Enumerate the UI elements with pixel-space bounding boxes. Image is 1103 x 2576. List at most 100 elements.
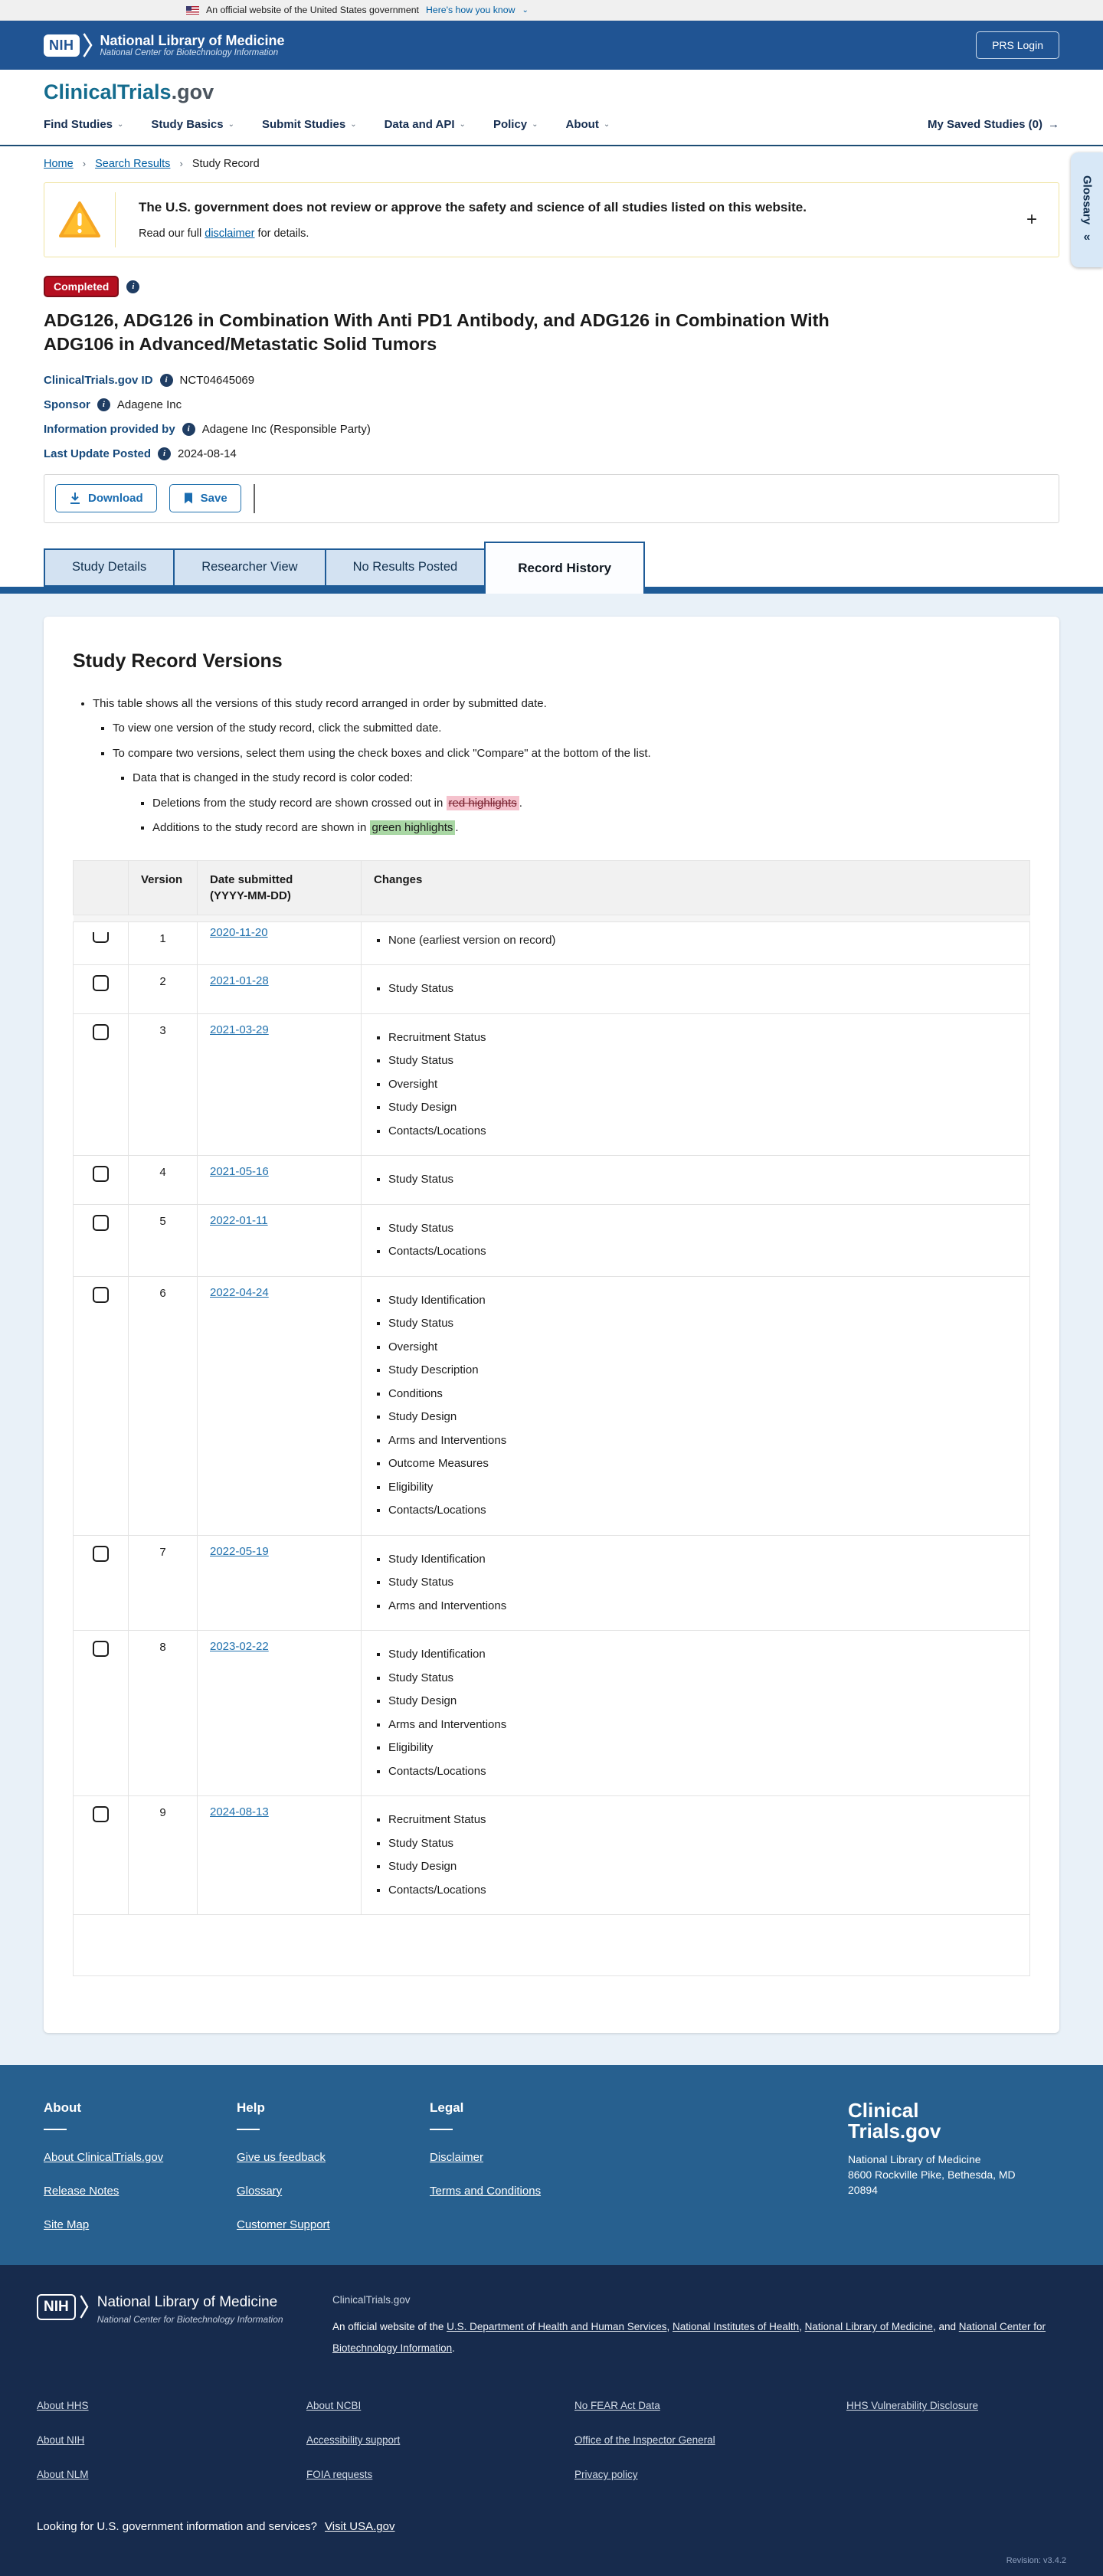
save-button[interactable]: Save bbox=[169, 484, 241, 512]
breadcrumb-link[interactable]: Home bbox=[44, 158, 74, 170]
info-icon[interactable]: i bbox=[182, 422, 195, 436]
changes-list: Study Identification Study Status Oversigh… bbox=[374, 1292, 1017, 1520]
change-item: Study Status bbox=[388, 1574, 1017, 1592]
footer-dark-link[interactable]: HHS Vulnerability Disclosure bbox=[846, 2400, 979, 2412]
footer-official-link[interactable]: National Institutes of Health bbox=[673, 2321, 800, 2332]
version-date-link[interactable]: 2024-08-13 bbox=[210, 1805, 269, 1818]
nih-logo-outline[interactable]: NIH bbox=[37, 2294, 76, 2320]
footer-dark-link[interactable]: FOIA requests bbox=[306, 2469, 373, 2481]
change-item: Eligibility bbox=[388, 1740, 1017, 1757]
footer-official-link[interactable]: National Library of Medicine bbox=[804, 2321, 933, 2332]
divider bbox=[430, 2129, 453, 2130]
change-item: Contacts/Locations bbox=[388, 1243, 1017, 1261]
tab-no-results-posted[interactable]: No Results Posted bbox=[324, 548, 485, 587]
brand-suffix: .gov bbox=[171, 80, 214, 103]
tab-researcher-view[interactable]: Researcher View bbox=[173, 548, 325, 587]
footer-official-link[interactable]: U.S. Department of Health and Human Serv… bbox=[447, 2321, 667, 2332]
version-table-row: 1 2020-11-20 None (earliest version on r… bbox=[73, 921, 1030, 965]
tab-study-details[interactable]: Study Details bbox=[44, 548, 174, 587]
tab-record-history[interactable]: Record History bbox=[484, 541, 646, 594]
footer-dark-link[interactable]: Accessibility support bbox=[306, 2434, 401, 2447]
info-icon[interactable]: i bbox=[159, 373, 173, 387]
nav-item-data-and-api[interactable]: Data and API ⌄ bbox=[385, 118, 466, 131]
glossary-side-tab[interactable]: Glossary « bbox=[1071, 152, 1103, 267]
footer-link[interactable]: Disclaimer bbox=[430, 2151, 484, 2164]
version-date-link[interactable]: 2021-03-29 bbox=[210, 1023, 269, 1036]
visit-usa-gov-link[interactable]: Visit USA.gov bbox=[325, 2520, 395, 2534]
footer-link[interactable]: Terms and Conditions bbox=[430, 2185, 542, 2198]
change-item: Recruitment Status bbox=[388, 1029, 1017, 1047]
record-history-section: Study Record Versions This table shows a… bbox=[0, 593, 1103, 2065]
change-item: Recruitment Status bbox=[388, 1812, 1017, 1829]
version-number: 2 bbox=[128, 964, 198, 1014]
study-meta-row: ClinicalTrials.gov ID i NCT04645069 bbox=[44, 373, 1059, 387]
version-date-link[interactable]: 2022-01-11 bbox=[210, 1213, 268, 1227]
change-item: Arms and Interventions bbox=[388, 1598, 1017, 1615]
breadcrumb-link[interactable]: Search Results bbox=[95, 158, 171, 170]
nav-item-policy[interactable]: Policy ⌄ bbox=[493, 118, 538, 131]
change-item: Study Design bbox=[388, 1693, 1017, 1710]
prs-login-button[interactable]: PRS Login bbox=[976, 31, 1059, 59]
version-checkbox[interactable] bbox=[93, 975, 109, 991]
expand-banner-button[interactable]: + bbox=[1026, 209, 1037, 230]
note-del-suffix: . bbox=[519, 796, 522, 810]
version-checkbox[interactable] bbox=[93, 1166, 109, 1182]
version-date-link[interactable]: 2022-05-19 bbox=[210, 1544, 269, 1558]
version-date-link[interactable]: 2023-02-22 bbox=[210, 1640, 269, 1653]
footer-dark-column: About NCBI Accessibility support FOIA requ… bbox=[306, 2400, 574, 2503]
chevron-down-icon: ⌄ bbox=[532, 120, 538, 129]
footer-link[interactable]: Glossary bbox=[237, 2185, 283, 2198]
nav-item-study-basics[interactable]: Study Basics ⌄ bbox=[151, 118, 234, 131]
info-icon[interactable]: i bbox=[158, 447, 172, 460]
footer-dark-link[interactable]: Office of the Inspector General bbox=[574, 2434, 715, 2447]
version-checkbox[interactable] bbox=[93, 1286, 109, 1303]
footer-nlm-subtitle: National Center for Biotechnology Inform… bbox=[97, 2313, 283, 2325]
version-checkbox[interactable] bbox=[93, 1214, 109, 1231]
footer-dark-column: No FEAR Act Data Office of the Inspector … bbox=[574, 2400, 846, 2503]
chevron-down-icon: ⌄ bbox=[117, 120, 124, 129]
footer-link[interactable]: Release Notes bbox=[44, 2185, 119, 2198]
my-saved-studies-link[interactable]: My Saved Studies (0) → bbox=[928, 118, 1059, 131]
info-icon[interactable]: i bbox=[97, 398, 110, 411]
nav-item-find-studies[interactable]: Find Studies ⌄ bbox=[44, 118, 123, 131]
study-meta-row: Information provided by i Adagene Inc (R… bbox=[44, 422, 1059, 436]
version-checkbox[interactable] bbox=[93, 931, 109, 943]
version-date-link[interactable]: 2020-11-20 bbox=[210, 925, 268, 939]
info-icon[interactable]: i bbox=[126, 280, 140, 293]
footer-column: About About ClinicalTrials.gov Release No… bbox=[44, 2100, 237, 2231]
footer-dark-link[interactable]: About HHS bbox=[37, 2400, 89, 2412]
footer-link[interactable]: Give us feedback bbox=[237, 2151, 326, 2164]
footer-dark-link[interactable]: Privacy policy bbox=[574, 2469, 638, 2481]
version-checkbox[interactable] bbox=[93, 1545, 109, 1562]
version-checkbox[interactable] bbox=[93, 1023, 109, 1040]
gov-banner-how-link[interactable]: Here's how you know bbox=[425, 5, 515, 15]
nih-logo[interactable]: NIH bbox=[44, 32, 93, 58]
footer-dark-link[interactable]: About NCBI bbox=[306, 2400, 362, 2412]
footer-column-heading: About bbox=[44, 2100, 82, 2115]
version-date-link[interactable]: 2021-01-28 bbox=[210, 974, 269, 987]
clinicaltrials-logo[interactable]: ClinicalTrials.gov bbox=[44, 80, 1059, 104]
chevron-down-icon: ⌄ bbox=[227, 120, 234, 129]
version-checkbox[interactable] bbox=[93, 1641, 109, 1657]
version-date-link[interactable]: 2022-04-24 bbox=[210, 1285, 269, 1299]
version-date-link[interactable]: 2021-05-16 bbox=[210, 1165, 269, 1178]
footer-column-heading: Legal bbox=[430, 2100, 464, 2115]
footer-dark-link[interactable]: About NLM bbox=[37, 2469, 89, 2481]
version-number: 6 bbox=[128, 1275, 198, 1536]
nlm-header: NIH National Library of Medicine Nationa… bbox=[0, 21, 1103, 70]
change-item: Contacts/Locations bbox=[388, 1502, 1017, 1520]
version-checkbox[interactable] bbox=[93, 1806, 109, 1822]
nav-item-label: About bbox=[565, 118, 599, 131]
download-button[interactable]: Download bbox=[55, 484, 157, 512]
version-table-row: 9 2024-08-13 Recruitment Status Study Sta… bbox=[73, 1795, 1030, 1915]
footer-link[interactable]: About ClinicalTrials.gov bbox=[44, 2151, 164, 2164]
footer-dark-link[interactable]: About NIH bbox=[37, 2434, 85, 2447]
download-icon bbox=[70, 493, 80, 504]
nav-item-submit-studies[interactable]: Submit Studies ⌄ bbox=[262, 118, 357, 131]
us-flag-icon bbox=[186, 5, 199, 15]
meta-label: Sponsor bbox=[44, 398, 90, 411]
footer-dark-link[interactable]: No FEAR Act Data bbox=[574, 2400, 660, 2412]
nav-item-about[interactable]: About ⌄ bbox=[566, 118, 610, 131]
breadcrumb-item: Study Record › bbox=[192, 158, 260, 170]
disclaimer-link[interactable]: disclaimer bbox=[205, 227, 255, 240]
